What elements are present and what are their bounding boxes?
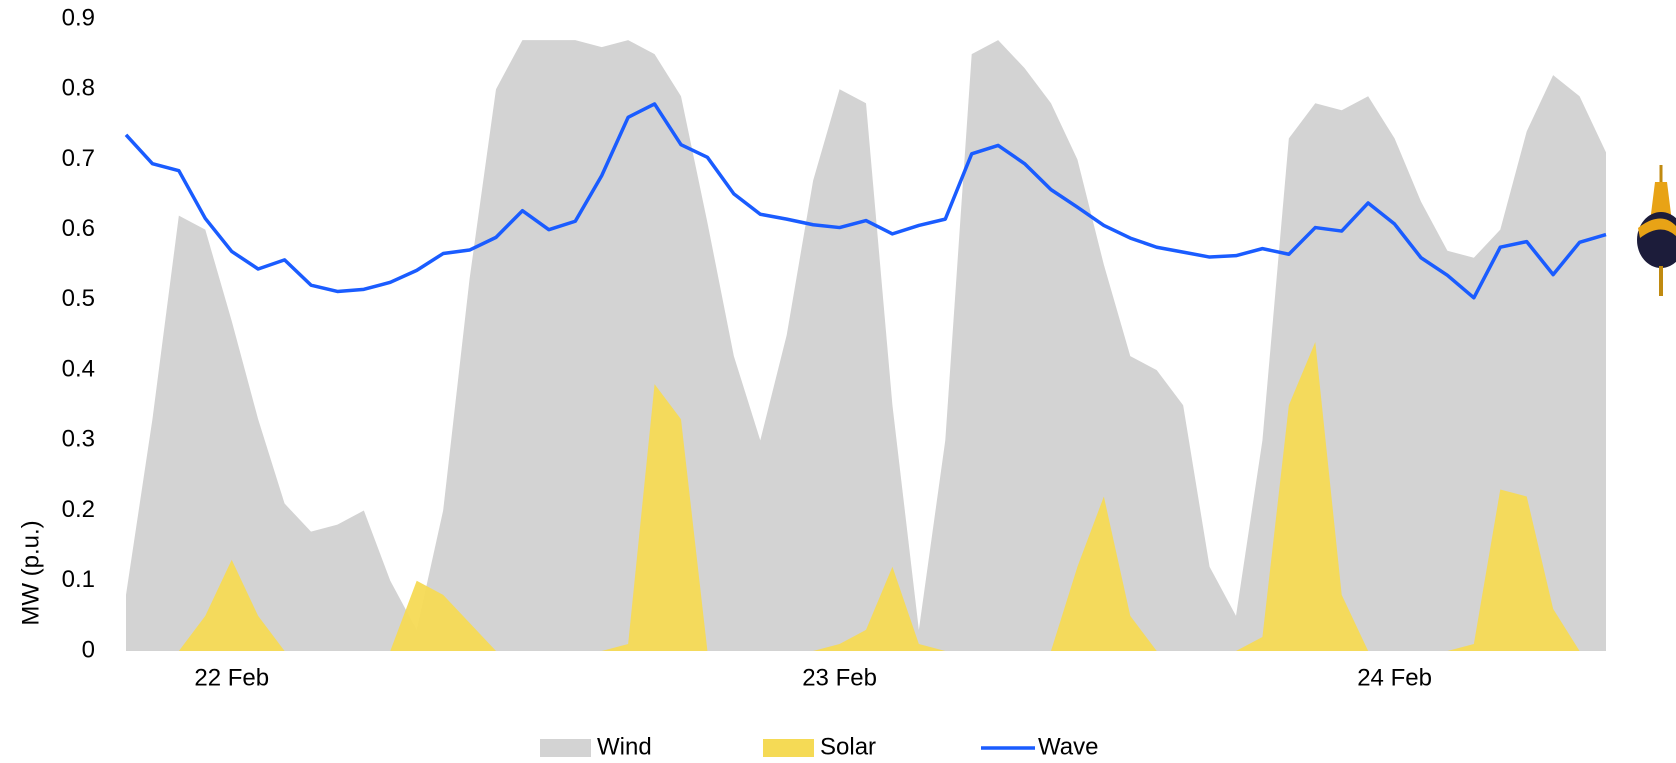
y-tick-label: 0 <box>82 636 95 663</box>
legend-swatch <box>763 739 814 757</box>
legend-label: Wave <box>1038 733 1098 760</box>
y-tick-label: 0.1 <box>62 566 95 593</box>
x-tick-label: 24 Feb <box>1357 664 1432 691</box>
y-tick-label: 0.9 <box>62 4 95 31</box>
x-tick-label: 23 Feb <box>802 664 877 691</box>
y-axis-title: MW (p.u.) <box>17 520 44 625</box>
buoy-icon <box>1637 165 1676 296</box>
area <box>126 40 1606 652</box>
legend-label: Wind <box>597 733 652 760</box>
legend-label: Solar <box>820 733 876 760</box>
area <box>126 342 1606 651</box>
y-tick-label: 0.5 <box>62 285 95 312</box>
y-tick-label: 0.8 <box>62 75 95 102</box>
y-tick-label: 0.6 <box>62 215 95 242</box>
y-tick-label: 0.3 <box>62 426 95 453</box>
y-tick-label: 0.2 <box>62 496 95 523</box>
y-tick-label: 0.7 <box>62 145 95 172</box>
x-tick-label: 22 Feb <box>194 664 269 691</box>
legend-swatch <box>540 739 591 757</box>
y-tick-label: 0.4 <box>62 355 95 382</box>
line <box>124 102 1607 300</box>
